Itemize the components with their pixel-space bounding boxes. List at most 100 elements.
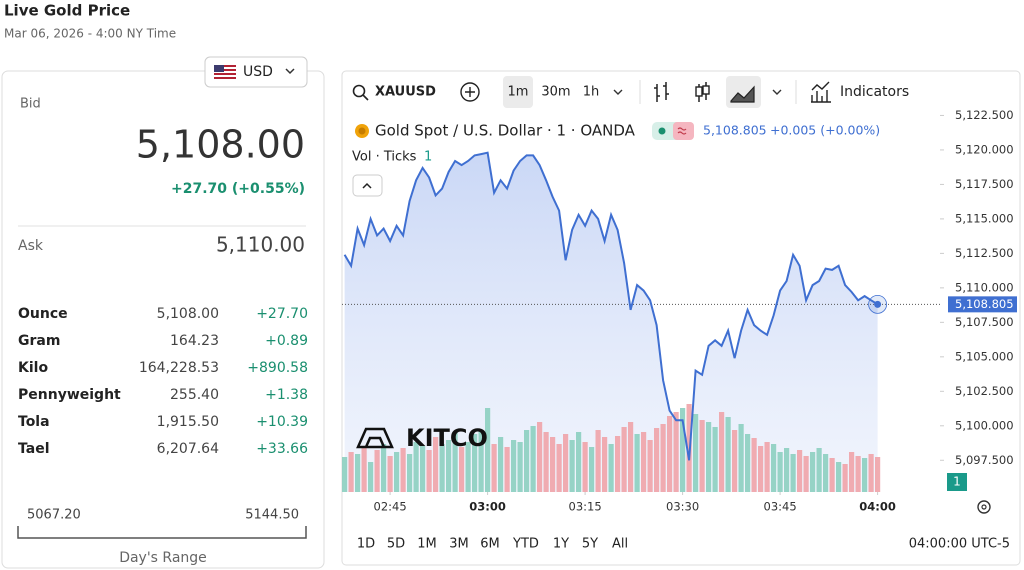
logo-icon	[356, 427, 394, 449]
range-bar	[17, 526, 307, 539]
range-button[interactable]: YTD	[512, 537, 539, 552]
range-low: 5067.20	[27, 508, 81, 523]
volume-bar	[764, 442, 770, 492]
interval-button[interactable]: 1m	[508, 85, 529, 100]
range-button[interactable]: 1D	[357, 537, 375, 552]
volume-bar	[784, 448, 790, 492]
volume-bar	[758, 446, 764, 492]
volume-bar	[576, 432, 582, 492]
volume-bar	[407, 454, 413, 492]
unit-table: Ounce 5,108.00 +27.70 Gram 164.23 +0.89 Kilo 16…	[18, 306, 308, 457]
symbol[interactable]: XAUUSD	[375, 85, 436, 100]
flag-stripe	[214, 71, 236, 73]
volume-bar	[556, 444, 562, 492]
y-tick-label: 5,100.000	[955, 418, 1014, 432]
volume-bar	[797, 450, 803, 492]
x-tick-label: 03:00	[469, 500, 506, 514]
y-tick-label: 5,097.500	[955, 453, 1014, 467]
page-title: Live Gold Price	[4, 2, 130, 20]
volume-bar	[738, 424, 744, 492]
y-tick-label: 5,107.500	[955, 315, 1014, 329]
volume-bar	[452, 432, 458, 492]
volume-bar	[608, 444, 614, 492]
volume-bar	[582, 442, 588, 492]
currency-label[interactable]: USD	[243, 64, 273, 80]
range-high: 5144.50	[245, 508, 299, 523]
legend-title: Gold Spot / U.S. Dollar · 1 · OANDA	[375, 122, 636, 140]
range-label: Day's Range	[119, 550, 207, 566]
unit-price: 6,207.64	[157, 441, 219, 457]
flag-stripe	[214, 75, 236, 77]
interval-button[interactable]: 1h	[583, 85, 600, 100]
legend-price: 5,108.805	[703, 123, 767, 138]
volume-bar	[621, 427, 627, 492]
quote-panel	[1, 70, 325, 569]
volume-bar	[771, 444, 777, 492]
unit-name: Pennyweight	[18, 387, 121, 403]
chevron	[772, 89, 782, 95]
volume-bar	[667, 416, 673, 492]
interval-button[interactable]: 30m	[541, 85, 570, 100]
search-icon	[362, 94, 369, 101]
x-tick-label: 03:30	[666, 500, 699, 514]
currency-select[interactable]: USD	[204, 56, 308, 88]
price-line	[343, 151, 879, 461]
volume-bar	[875, 457, 881, 492]
status-icon	[677, 127, 687, 135]
volume-bar	[595, 430, 601, 492]
gold-icon-inner	[358, 127, 366, 135]
range-button[interactable]: 5Y	[582, 537, 598, 552]
bid-change: +27.70 (+0.55%)	[171, 181, 305, 197]
unit-name: Kilo	[18, 360, 48, 376]
volume-count: 1	[424, 150, 432, 165]
volume-bar	[511, 440, 517, 492]
volume-badge-label: 1	[953, 475, 961, 489]
logo: KITCO	[406, 424, 488, 452]
collapse-icon	[362, 182, 372, 189]
volume-bar	[862, 458, 868, 492]
unit-price: 164.23	[170, 333, 219, 349]
page-date: Mar 06, 2026 - 4:00 NY Time	[4, 27, 176, 41]
volume-bar	[498, 437, 504, 492]
candle	[695, 86, 703, 97]
volume-legend: Vol · Ticks	[352, 150, 417, 165]
volume-bar	[478, 430, 484, 492]
volume-bar	[706, 422, 712, 492]
chart-type-active[interactable]	[726, 76, 761, 108]
volume-bar	[387, 456, 393, 492]
unit-name: Tael	[18, 441, 50, 457]
candle	[702, 85, 710, 95]
volume-bar	[361, 447, 367, 492]
unit-change: +1.38	[265, 387, 308, 403]
bars-icon[interactable]	[654, 82, 669, 102]
volume-bar	[855, 456, 861, 492]
unit-change: +27.70	[256, 306, 308, 322]
volume-bar	[647, 440, 653, 492]
range-button[interactable]: 1M	[417, 537, 437, 552]
volume-bar	[485, 408, 491, 492]
volume-bar	[693, 414, 699, 492]
plus	[465, 87, 475, 97]
range-button[interactable]: 1Y	[553, 537, 569, 552]
settings-button[interactable]	[977, 500, 991, 514]
currency-box[interactable]	[204, 56, 308, 88]
indicators-button[interactable]: Indicators	[840, 84, 909, 100]
range-button[interactable]: 6M	[480, 537, 500, 552]
volume-bar	[368, 462, 374, 492]
volume-bar	[732, 430, 738, 492]
unit-name: Gram	[18, 333, 60, 349]
volume-bar	[803, 456, 809, 492]
volume-bar	[615, 436, 621, 492]
range-button[interactable]: 3M	[449, 537, 469, 552]
range-buttons: 1D 5D 1M 3M 6M YTD 1Y 5Y All	[357, 537, 628, 552]
range-button[interactable]: 5D	[387, 537, 405, 552]
bid-label: Bid	[20, 97, 41, 112]
compare-button[interactable]	[460, 82, 480, 102]
volume-bar	[381, 444, 387, 492]
range-button[interactable]: All	[612, 537, 628, 552]
unit-price: 255.40	[170, 387, 219, 403]
volume-bar	[628, 422, 634, 492]
volume-bar	[439, 444, 445, 492]
indicators-icon	[811, 81, 831, 103]
